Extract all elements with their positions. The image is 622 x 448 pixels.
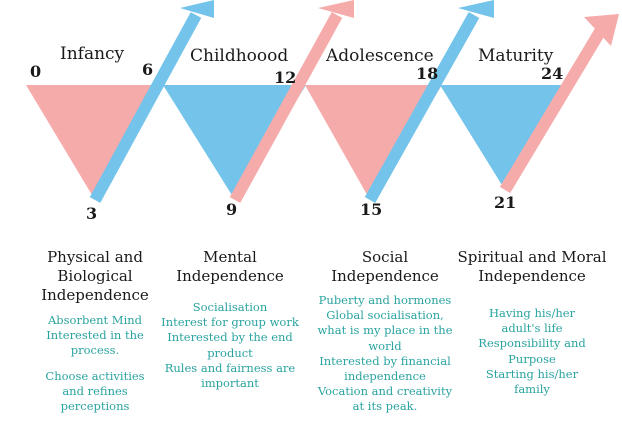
age-label-12: 12 <box>274 68 297 87</box>
column-heading: Spiritual and Moral Independence <box>457 248 607 285</box>
age-label-18: 18 <box>416 64 439 83</box>
column-heading: Social Independence <box>331 248 439 285</box>
column-social: Social Independence Puberty and hormones… <box>308 248 462 415</box>
triangle-maturity <box>440 85 568 190</box>
age-label-6: 6 <box>142 60 154 79</box>
column-mental: Mental Independence Socialisation Intere… <box>160 248 300 391</box>
age-label-3: 3 <box>86 204 98 223</box>
age-label-9: 9 <box>226 200 238 219</box>
stage-title-adolescence: Adolescence <box>326 46 434 66</box>
column-spiritual-moral: Spiritual and Moral Independence Having … <box>452 248 612 397</box>
age-label-24: 24 <box>541 64 564 83</box>
triangle-infancy <box>26 85 160 200</box>
column-physical-biological: Physical and Biological Independence Abs… <box>28 248 162 414</box>
stage-title-maturity: Maturity <box>478 46 554 66</box>
age-label-15: 15 <box>360 200 383 219</box>
triangle-childhood <box>163 85 306 200</box>
arrow-childhood-head <box>318 0 354 18</box>
column-heading: Physical and Biological Independence <box>41 248 149 304</box>
arrow-adolescence-shaft <box>364 12 480 203</box>
column-heading: Mental Independence <box>176 248 284 285</box>
arrow-maturity-shaft <box>499 26 607 194</box>
stage-title-childhood: Childhoood <box>190 46 289 66</box>
arrow-maturity-head <box>584 14 619 46</box>
stage-title-infancy: Infancy <box>60 44 125 64</box>
column-text: Absorbent Mind Interested in the process… <box>46 313 144 358</box>
column-text: Socialisation Interest for group work In… <box>161 300 299 391</box>
column-text: Choose activities and refines perception… <box>45 368 145 414</box>
arrow-childhood-shaft <box>229 12 343 203</box>
age-label-21: 21 <box>494 193 517 212</box>
triangle-adolescence <box>305 85 442 200</box>
arrow-infancy-shaft <box>89 12 202 203</box>
column-text: Puberty and hormones Global socialisatio… <box>317 293 453 414</box>
arrow-adolescence-head <box>458 0 494 18</box>
age-label-0: 0 <box>30 62 42 81</box>
column-text: Having his/her adult's life Responsibili… <box>478 306 586 397</box>
arrow-infancy-head <box>180 0 214 18</box>
